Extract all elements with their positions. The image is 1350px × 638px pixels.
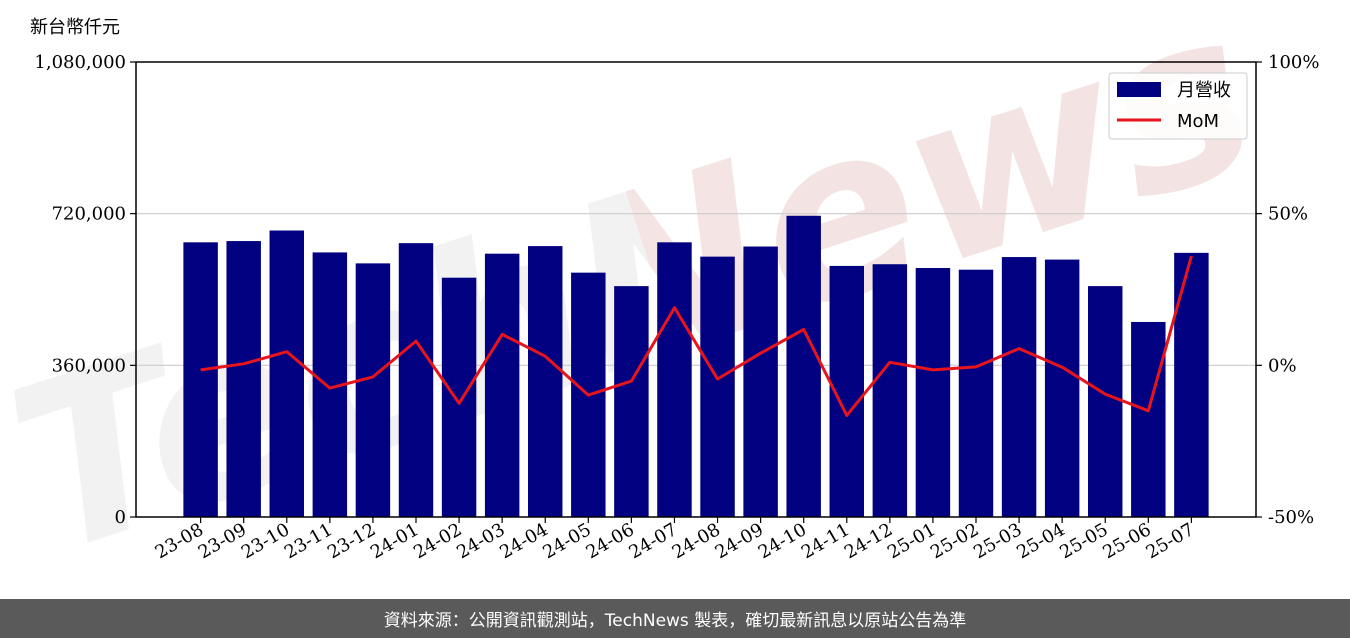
bar	[269, 230, 304, 517]
x-tick-label: 25-07	[1142, 519, 1197, 563]
bar	[1044, 259, 1080, 517]
bar	[226, 241, 261, 518]
bar	[183, 242, 218, 517]
footer-source: 資料來源：公開資訊觀測站，TechNews 製表，確切最新訊息以原站公告為準	[0, 599, 1350, 638]
legend-label-line: MoM	[1177, 111, 1219, 132]
footer-source-text: 資料來源：公開資訊觀測站，TechNews 製表，確切最新訊息以原站公告為準	[383, 611, 967, 631]
y-left-tick-label: 1,080,000	[34, 52, 126, 73]
y-left-tick-label: 360,000	[52, 355, 126, 376]
x-tick-label: 24-03	[453, 519, 508, 563]
plot-frame	[135, 61, 1257, 518]
x-tick-label: 24-05	[539, 519, 594, 563]
legend-swatch-bar	[1117, 82, 1161, 97]
y-right-tick-label: 50%	[1268, 204, 1308, 225]
x-tick-label: 25-03	[970, 519, 1025, 563]
x-tick-label: 24-10	[755, 519, 810, 563]
x-tick-label: 24-01	[367, 519, 422, 563]
legend-label-bar: 月營收	[1177, 80, 1231, 101]
x-tick-label: 25-06	[1099, 519, 1154, 563]
x-tick-label: 24-12	[841, 519, 896, 563]
mom-line	[200, 255, 1193, 417]
bar	[1088, 286, 1123, 517]
y-left-tick-label: 0	[115, 507, 126, 528]
bar	[743, 246, 778, 517]
x-tick-label: 25-05	[1056, 519, 1111, 563]
bar	[528, 246, 563, 517]
x-tick-label: 25-02	[927, 519, 982, 563]
x-tick-label: 24-02	[410, 519, 465, 563]
bar	[1174, 252, 1209, 517]
chart: TechNews TechNews 新台幣仟元 0360,000720,0001…	[0, 0, 1319, 600]
x-tick-label: 23-12	[324, 519, 379, 563]
bar	[915, 268, 951, 517]
x-tick-label: 24-08	[669, 519, 724, 563]
y-right-tick-label: -50%	[1268, 507, 1314, 528]
y-right-tick-label: 0%	[1268, 355, 1297, 376]
bar	[958, 269, 994, 517]
bar	[441, 277, 477, 517]
bar	[657, 242, 692, 517]
x-tick-label: 25-04	[1013, 519, 1068, 563]
bar	[1001, 257, 1037, 517]
bar	[355, 263, 391, 517]
y-left-tick-label: 720,000	[52, 204, 126, 225]
bar	[484, 253, 520, 517]
legend: 月營收 MoM	[1108, 72, 1248, 140]
bar	[614, 286, 649, 517]
bar	[1131, 321, 1166, 517]
x-tick-label: 24-09	[712, 519, 767, 563]
bar-series	[183, 215, 1209, 518]
bar	[700, 256, 735, 517]
x-tick-label: 24-07	[626, 519, 681, 563]
bar	[786, 215, 821, 518]
mom-series	[200, 255, 1193, 417]
y-unit-label: 新台幣仟元	[30, 17, 120, 38]
bar	[872, 264, 908, 517]
x-tick-label: 24-11	[798, 519, 853, 563]
y-right-tick-label: 100%	[1268, 52, 1319, 73]
x-tick-label: 24-04	[496, 519, 551, 563]
x-tick-label: 24-06	[582, 519, 637, 563]
x-tick-label: 25-01	[884, 519, 939, 563]
bar	[398, 243, 434, 517]
